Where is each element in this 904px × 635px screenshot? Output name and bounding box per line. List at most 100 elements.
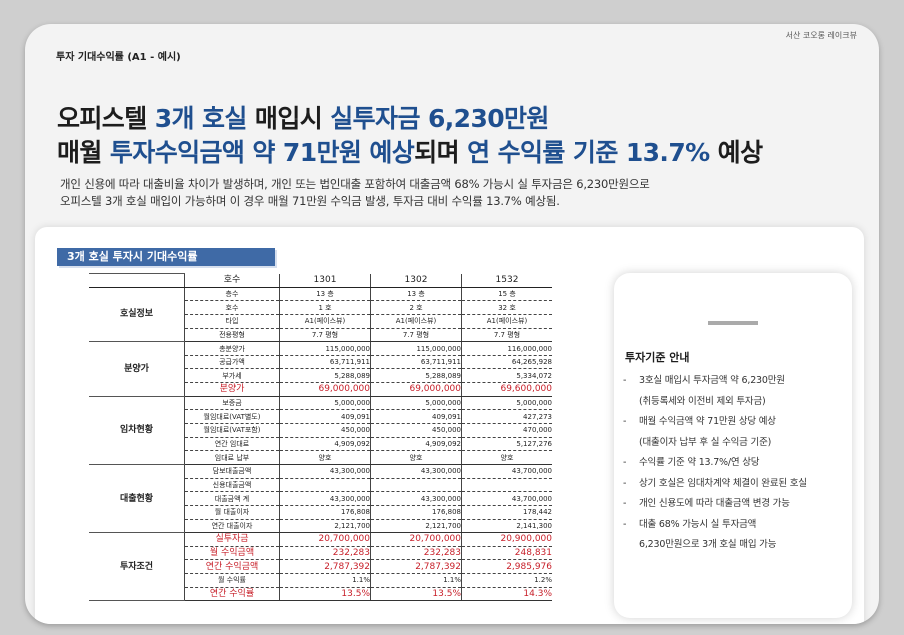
- row-label: 총분양가: [184, 341, 280, 356]
- table-row: 분양가 총분양가 115,000,000 115,000,000 116,000,000: [89, 341, 552, 397]
- table-row: 월임대료(VAT포함) 450,000 450,000 470,000: [89, 423, 552, 438]
- guide-list: - 3호실 매입시 투자금액 약 6,230만원 (취등록세와 이전비 제외 투자금…: [623, 371, 851, 556]
- row-label: 연간 임대료: [184, 437, 280, 452]
- cell-value: [461, 478, 552, 493]
- cell-value: 13.5%: [370, 587, 462, 602]
- bullet-dash: -: [623, 498, 627, 509]
- cell-value: 450,000: [279, 423, 371, 438]
- row-label: 공급가액: [184, 355, 280, 370]
- cell-value: 4,909,092: [279, 437, 371, 452]
- card-handle: [708, 321, 758, 325]
- cell-value: 5,000,000: [370, 396, 462, 411]
- row-label: 월 수익률: [184, 573, 280, 588]
- table-row: 월 대출이자 176,808 176,808 178,442: [89, 505, 552, 520]
- cell-value: 43,300,000: [279, 491, 371, 506]
- headline-highlight: 연 수익률 기준 13.7%: [467, 138, 710, 167]
- header-unit: 1302: [370, 273, 462, 288]
- cell-value: 20,900,000: [461, 532, 552, 547]
- headline-text: 매입시: [246, 104, 331, 133]
- bullet-dash: -: [623, 477, 627, 489]
- cell-value: 2,141,300: [461, 519, 552, 534]
- table-row: 신용대출금액: [89, 478, 552, 493]
- guide-item: - 개인 신용도에 따라 대출금액 변경 가능: [623, 494, 851, 515]
- category-cell: 대출현황: [89, 463, 185, 534]
- cell-value: 69,000,000: [279, 382, 371, 397]
- cell-value: 115,000,000: [279, 341, 371, 356]
- category-cell: 투자조건: [89, 532, 185, 602]
- cell-value: 43,300,000: [370, 464, 462, 479]
- row-label: 월 대출이자: [184, 505, 280, 520]
- row-label: 타입: [184, 314, 280, 329]
- cell-value: 13.5%: [279, 587, 371, 602]
- bullet-dash: -: [623, 375, 627, 386]
- cell-value: A1(페이스뷰): [279, 314, 371, 329]
- cell-value: 409,091: [279, 409, 371, 425]
- category-cell: 분양가: [89, 341, 185, 397]
- row-label: 층수: [184, 287, 280, 302]
- category-cell: 임차현황: [89, 395, 185, 465]
- cell-value: 7.7 평형: [370, 328, 462, 343]
- guide-item-text: 3호실 매입시 투자금액 약 6,230만원: [639, 375, 785, 386]
- guide-item-continuation: (대출이자 납부 후 실 수익금 기준): [639, 436, 772, 448]
- cell-value: 2,787,392: [279, 559, 371, 575]
- cell-value: 1.2%: [461, 573, 552, 588]
- cell-value: 63,711,911: [279, 355, 371, 370]
- cell-value: 176,808: [370, 505, 462, 520]
- table-row: 분양가 69,000,000 69,000,000 69,600,000: [89, 382, 552, 397]
- investment-guide-card: 투자기준 안내 - 3호실 매입시 투자금액 약 6,230만원 (취등록세와 이전…: [614, 273, 852, 618]
- table-row: 대출금액 계 43,300,000 43,300,000 43,700,000: [89, 491, 552, 506]
- cell-value: 232,283: [279, 546, 371, 561]
- table-header-row: 호수 1301 1302 1532: [89, 273, 552, 288]
- table-row: 연간 임대료 4,909,092 4,909,092 5,127,276: [89, 437, 552, 452]
- cell-value: 64,265,928: [461, 355, 552, 370]
- brand-name: 서산 코오롱 레이크뷰: [785, 31, 857, 40]
- cell-value: 450,000: [370, 423, 462, 438]
- cell-value: 176,808: [279, 505, 371, 520]
- header-label: 호수: [184, 273, 280, 288]
- cell-value: 양호: [461, 450, 552, 465]
- headline-highlight: 투자수익금액 약 71만원 예상: [109, 138, 415, 167]
- row-label: 분양가: [184, 382, 280, 397]
- table-row: 투자조건 실투자금 20,700,000 20,700,000 20,900,000: [89, 532, 552, 602]
- cell-value: 5,288,089: [370, 368, 462, 384]
- table-row: 부가세 5,288,089 5,288,089 5,334,072: [89, 368, 552, 384]
- cell-value: 409,091: [370, 409, 462, 425]
- cell-value: A1(페이스뷰): [461, 314, 552, 329]
- cell-value: 1.1%: [279, 573, 371, 588]
- headline-text: 매월: [57, 138, 110, 167]
- description: 개인 신용에 따라 대출비율 차이가 발생하며, 개인 또는 법인대출 포함하여…: [60, 176, 650, 210]
- cell-value: 2,787,392: [370, 559, 462, 575]
- cell-value: 2,121,700: [279, 519, 371, 534]
- cell-value: 232,283: [370, 546, 462, 561]
- row-label: 대출금액 계: [184, 491, 280, 506]
- cell-value: 5,127,276: [461, 437, 552, 452]
- cell-value: 69,000,000: [370, 382, 462, 397]
- cell-value: 32 호: [461, 300, 552, 315]
- guide-item-text: 개인 신용도에 따라 대출금액 변경 가능: [639, 498, 790, 509]
- cell-value: 427,273: [461, 409, 552, 425]
- cell-value: 116,000,000: [461, 341, 552, 356]
- guide-item: - 매월 수익금액 약 71만원 상당 예상 (대출이자 납부 후 실 수익금 기준…: [623, 412, 851, 453]
- cell-value: 양호: [370, 450, 462, 465]
- cell-value: 69,600,000: [461, 382, 552, 397]
- table-row: 연간 대출이자 2,121,700 2,121,700 2,141,300: [89, 519, 552, 534]
- row-label: 연간 대출이자: [184, 519, 280, 534]
- cell-value: [279, 478, 371, 493]
- cell-value: 7.7 평형: [461, 328, 552, 343]
- cell-value: 178,442: [461, 505, 552, 520]
- table-row: 월임대료(VAT별도) 409,091 409,091 427,273: [89, 409, 552, 425]
- table-row: 공급가액 63,711,911 63,711,911 64,265,928: [89, 355, 552, 370]
- row-label: 월 수익금액: [184, 546, 280, 561]
- table-title: 3개 호실 투자시 기대수익률: [57, 248, 275, 266]
- description-line: 개인 신용에 따라 대출비율 차이가 발생하며, 개인 또는 법인대출 포함하여…: [60, 177, 650, 191]
- row-label: 전용평형: [184, 328, 280, 343]
- cell-value: 63,711,911: [370, 355, 462, 370]
- cell-value: 43,700,000: [461, 464, 552, 479]
- row-label: 신용대출금액: [184, 478, 280, 493]
- headline-line-1: 오피스텔 3개 호실 매입시 실투자금 6,230만원: [57, 102, 762, 136]
- cell-value: 20,700,000: [370, 532, 462, 547]
- cell-value: 20,700,000: [279, 532, 371, 547]
- row-label: 연간 수익률: [184, 587, 280, 602]
